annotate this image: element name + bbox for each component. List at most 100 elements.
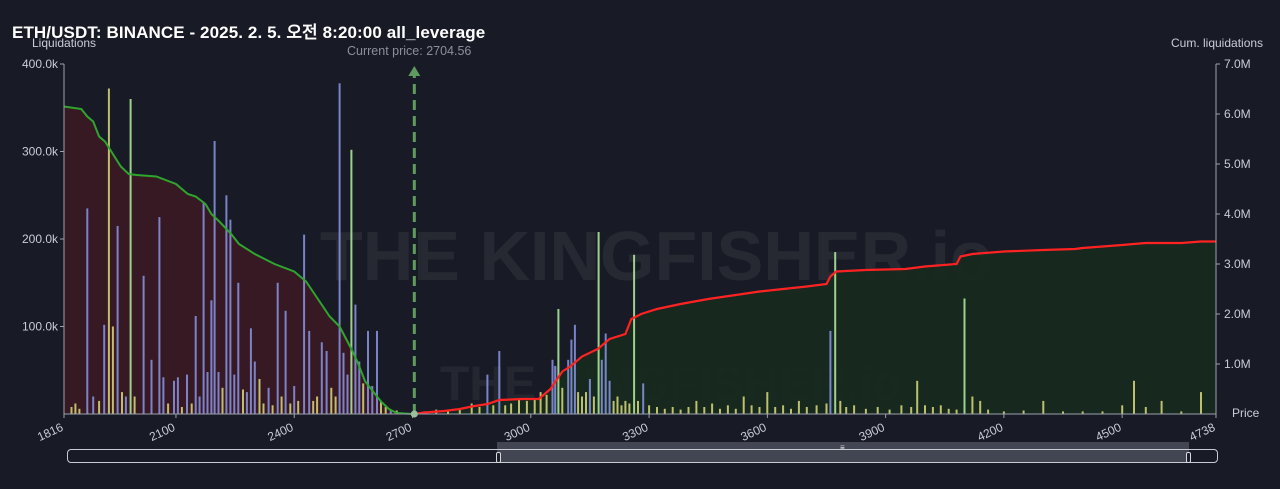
- liquidation-bar: [648, 405, 651, 415]
- y-tick-label: 200.0k: [22, 232, 59, 246]
- x-tick-label: 3300: [620, 420, 650, 444]
- liquidation-bar: [1180, 411, 1183, 414]
- liquidation-bar: [150, 359, 153, 415]
- liquidation-bar: [876, 407, 879, 414]
- liquidation-bar: [834, 252, 837, 414]
- liquidation-bar: [124, 396, 127, 414]
- liquidation-bar: [111, 326, 114, 414]
- liquidation-bar: [202, 202, 205, 415]
- liquidation-bar: [121, 392, 123, 414]
- liquidation-bar: [1062, 411, 1064, 414]
- liquidation-bar: [498, 351, 501, 414]
- liquidation-bar: [320, 342, 323, 415]
- liquidation-bar: [588, 379, 591, 414]
- liquidation-bar: [864, 408, 867, 415]
- y-tick-label: 300.0k: [22, 145, 59, 159]
- liquidation-bar: [567, 359, 570, 415]
- liquidation-bar: [726, 405, 729, 415]
- liquidation-bar: [74, 403, 77, 414]
- liquidation-bar: [620, 405, 623, 415]
- liquidation-bar: [734, 408, 737, 415]
- x-tick-label: 4200: [975, 420, 1005, 444]
- range-selection[interactable]: [497, 442, 1189, 463]
- liquidation-bar: [271, 405, 274, 415]
- liquidation-bar: [703, 407, 706, 414]
- grip-icon[interactable]: ≡: [840, 443, 845, 452]
- liquidation-bar: [839, 400, 842, 414]
- liquidation-bar: [293, 386, 296, 414]
- liquidation-bar: [656, 407, 658, 414]
- liquidation-bar: [679, 409, 682, 414]
- liquidation-bar: [573, 324, 576, 415]
- liquidation-bar: [750, 405, 753, 415]
- liquidation-bar: [616, 396, 619, 414]
- liquidation-bar: [229, 219, 232, 414]
- y-tick-label: 400.0k: [22, 57, 59, 71]
- liquidation-bar: [486, 374, 489, 414]
- long-cum-area: [64, 106, 413, 414]
- liquidation-bar: [262, 403, 265, 414]
- x-tick-label: 3900: [857, 420, 887, 444]
- liquidation-bar: [853, 405, 856, 415]
- range-handle-right[interactable]: [1186, 452, 1191, 463]
- range-handle-left[interactable]: [496, 452, 501, 463]
- liquidation-bar: [330, 387, 333, 415]
- liquidation-bar: [194, 316, 197, 414]
- liquidation-bar: [346, 374, 349, 414]
- liquidation-bar: [633, 254, 636, 415]
- liquidation-bar: [829, 330, 832, 414]
- y2-tick-label: 4.0M: [1224, 207, 1251, 221]
- liquidation-bar: [237, 282, 240, 415]
- liquidation-bar: [338, 83, 341, 415]
- liquidation-bar: [116, 225, 119, 414]
- liquidation-bar: [888, 409, 891, 414]
- liquidation-bar: [458, 408, 461, 415]
- liquidation-bar: [518, 398, 520, 415]
- current-price-label: Current price: 2704.56: [347, 44, 472, 58]
- liquidation-bar: [233, 374, 236, 414]
- liquidation-bar: [533, 398, 536, 415]
- liquidation-bar: [133, 396, 136, 414]
- range-slider[interactable]: [67, 449, 1218, 463]
- liquidation-bar: [107, 88, 110, 414]
- x-tick-label: 2400: [265, 420, 295, 444]
- liquidation-bar: [504, 405, 507, 415]
- liquidation-bar: [180, 407, 183, 414]
- liquidation-bar: [916, 380, 919, 415]
- liquidation-bar: [492, 405, 495, 415]
- liquidation-bar: [447, 410, 449, 414]
- y2-tick-label: 5.0M: [1224, 157, 1251, 171]
- liquidation-bar: [1002, 411, 1005, 414]
- liquidation-bar: [129, 99, 132, 414]
- chart-title: ETH/USDT: BINANCE - 2025. 2. 5. 오전 8:20:…: [12, 23, 486, 42]
- liquidation-bar: [931, 407, 934, 414]
- liquidation-bar: [245, 392, 248, 414]
- liquidation-bar: [910, 407, 913, 414]
- y-tick-label: 100.0k: [22, 320, 59, 334]
- x-tick-label: 2700: [384, 420, 414, 444]
- long-cum-line: [63, 105, 413, 415]
- liquidation-bar: [711, 403, 714, 414]
- liquidation-bar: [510, 403, 513, 414]
- liquidation-bar: [367, 330, 369, 414]
- liquidation-bar: [342, 352, 345, 415]
- liquidation-bar: [297, 400, 300, 414]
- liquidation-bar: [308, 330, 311, 414]
- liquidation-bar: [545, 394, 548, 415]
- liquidation-bar: [206, 372, 209, 414]
- y2-axis-title: Cum. liquidations: [1171, 36, 1264, 50]
- liquidation-bar: [376, 330, 378, 414]
- liquidation-bar: [624, 400, 627, 414]
- liquidation-bar: [334, 396, 337, 414]
- liquidation-bar: [198, 396, 201, 414]
- liquidation-bar: [1042, 400, 1045, 414]
- liquidation-bar: [939, 405, 942, 415]
- y2-tick-label: 2.0M: [1224, 307, 1251, 321]
- liquidation-bar: [663, 408, 666, 415]
- liquidation-bar: [86, 208, 89, 414]
- liquidation-bar: [687, 407, 690, 414]
- liquidation-bar: [955, 409, 958, 414]
- liquidation-bar: [557, 309, 560, 414]
- liquidation-bar: [577, 392, 580, 414]
- liquidation-bar: [642, 383, 645, 414]
